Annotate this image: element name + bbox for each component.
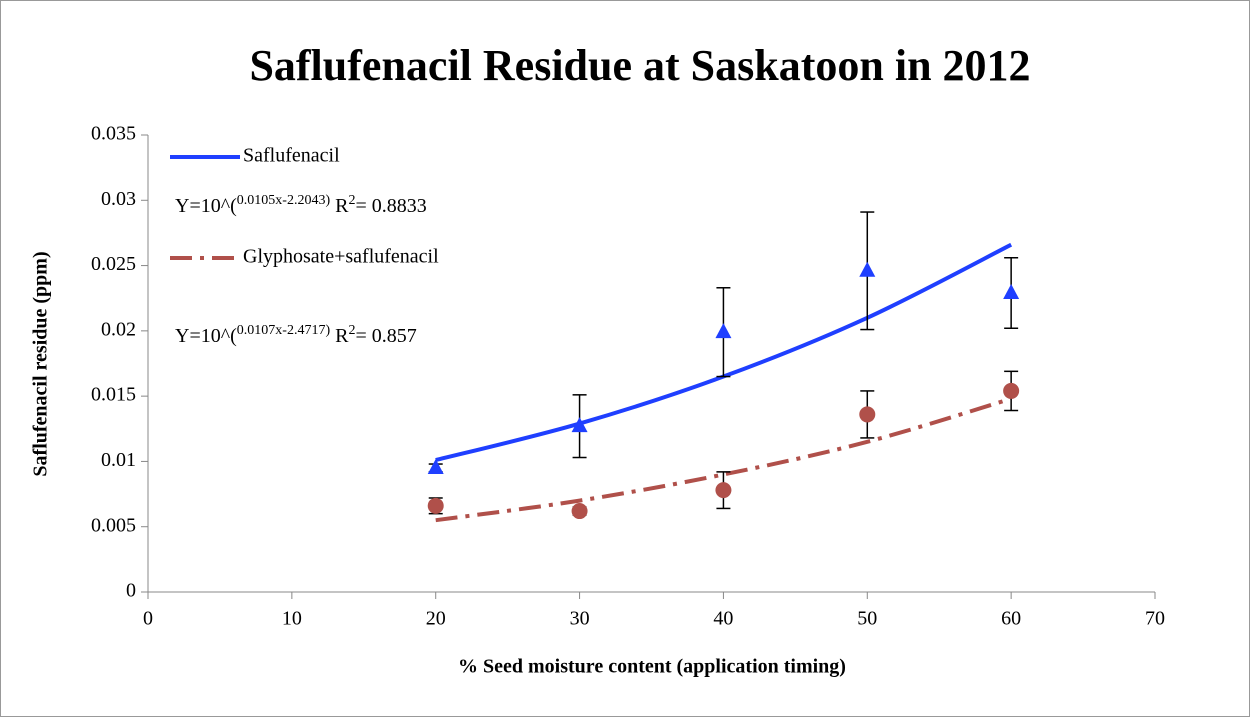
annotation-part: R: [330, 325, 349, 347]
x-tick-label: 20: [426, 608, 446, 630]
legend-label: Glyphosate+saflufenacil: [243, 246, 439, 268]
y-tick-label: 0: [126, 580, 136, 602]
point: [571, 503, 588, 520]
annotation-part: = 0.8833: [355, 195, 426, 217]
x-tick-label: 60: [1001, 608, 1021, 630]
point: [427, 497, 444, 514]
annotation-part: Y=10^(: [175, 195, 237, 217]
y-tick-label: 0.035: [91, 123, 136, 145]
y-tick-label: 0.005: [91, 514, 136, 536]
y-axis-label: Saflufenacil residue (ppm): [30, 251, 52, 476]
annotation-part: 2: [348, 193, 355, 208]
point: [427, 458, 444, 474]
y-tick-label: 0.015: [91, 384, 136, 406]
x-tick-label: 0: [143, 608, 153, 630]
point: [859, 406, 876, 423]
point: [1003, 382, 1020, 399]
legend-label: Saflufenacil: [243, 145, 340, 167]
point: [715, 323, 732, 339]
point: [715, 482, 732, 499]
point: [1003, 283, 1020, 299]
y-tick-label: 0.02: [101, 318, 136, 340]
point: [859, 261, 876, 277]
y-tick-label: 0.025: [91, 253, 136, 275]
x-axis-label: % Seed moisture content (application tim…: [458, 656, 846, 678]
chart-title: Saflufenacil Residue at Saskatoon in 201…: [249, 41, 1030, 90]
annotation-part: 0.0105x-2.2043): [237, 193, 331, 208]
annotation-part: R: [330, 195, 349, 217]
annotation-part: = 0.857: [355, 325, 416, 347]
x-tick-label: 30: [570, 608, 590, 630]
x-tick-label: 70: [1145, 608, 1165, 630]
y-tick-label: 0.03: [101, 188, 136, 210]
point: [571, 417, 588, 433]
annotation: Y=10^(0.0107x-2.4717) R2= 0.857: [175, 323, 417, 346]
annotation-part: Y=10^(: [175, 325, 237, 347]
annotation-part: 0.0107x-2.4717): [237, 323, 331, 338]
x-tick-label: 50: [857, 608, 877, 630]
annotation-part: 2: [348, 323, 355, 338]
x-tick-label: 10: [282, 608, 302, 630]
annotation: Y=10^(0.0105x-2.2043) R2= 0.8833: [175, 193, 427, 216]
trend-line: [435, 396, 1012, 523]
y-tick-label: 0.01: [101, 449, 136, 471]
x-tick-label: 40: [713, 608, 733, 630]
